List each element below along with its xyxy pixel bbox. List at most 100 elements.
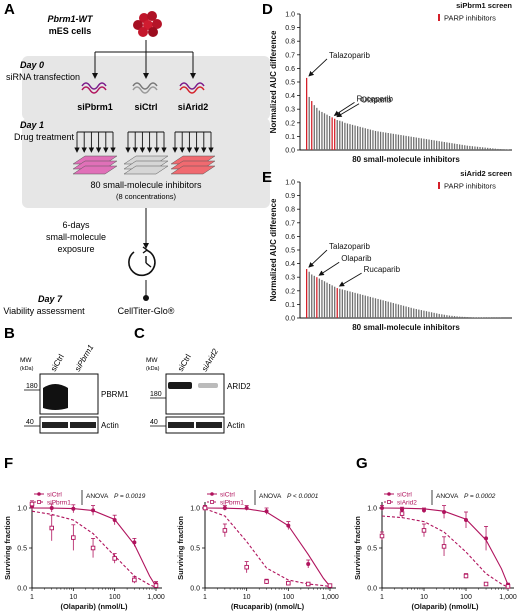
x-tick-label: 10 [420,594,428,601]
survival-chart-olaparib-pbrm1: 0.0 0.5 1.0 1 10 100 1,000 Surviving fraction (O… [3,490,165,611]
cell-line-label-1: Pbrm1-WT [48,14,95,24]
data-point [464,518,468,522]
legend-marker-2 [210,500,214,504]
bar [395,303,397,318]
bar [316,107,318,150]
y-axis-label: Normalized AUC difference [269,30,278,133]
chart-title: siPbrm1 screen [456,1,512,10]
annotation-arrow [308,58,328,77]
bar [451,143,453,150]
wb-b-marker-1: 180 [26,383,38,390]
y-tick-label: 1.0 [285,12,295,19]
bar [351,292,354,318]
fit-curve-siCtrl [381,507,509,586]
wb-c-blot-1 [165,373,225,415]
legend-label: PARP inhibitors [444,182,496,191]
bar [456,316,458,318]
y-tick-label: 1.0 [190,506,200,513]
bar [346,290,349,318]
exposure-line-1: 6-days [62,220,90,230]
bar [459,316,461,318]
bar [481,147,484,150]
bar [418,137,420,150]
y-tick-label: 0.1 [285,134,295,141]
bar [469,317,471,318]
wb-b-mw: MW [20,357,32,364]
si-label-pbrm1: siPbrm1 [77,102,113,112]
bar [487,147,489,150]
data-point [222,506,227,510]
bar [461,316,463,318]
y-tick-label: 0.9 [285,193,295,200]
data-point [305,581,311,587]
bar [425,311,428,318]
bar [443,141,445,150]
y-tick-label: 0.5 [285,248,295,255]
bar-parp [306,77,308,150]
data-point [306,562,311,566]
x-axis-label: (Rucaparib) (nmol/L) [231,602,305,611]
y-tick-label: 1.0 [17,506,27,513]
bar [369,296,372,318]
wb-b-lane-2: siPbrm1 [73,343,95,373]
bar [374,130,377,150]
bar [448,142,451,150]
fit-curve-siCtrl [204,507,331,587]
bar [499,149,502,150]
bar [359,294,361,318]
bar [492,148,494,150]
legend-label: PARP inhibitors [444,14,496,23]
y-tick-label: 0.6 [285,234,295,241]
bar [443,314,445,318]
bar [349,291,351,318]
day7-desc: Viability assessment [3,306,85,316]
y-tick-label: 0.7 [285,220,295,227]
bar [362,294,364,318]
x-tick-label: 10 [69,594,77,601]
data-point [244,564,249,570]
bar [367,128,369,150]
data-point [399,511,405,516]
bar [502,149,504,150]
data-point [49,506,54,510]
bar [390,302,392,318]
bar [397,304,400,318]
bar [405,135,407,150]
bar [415,137,417,150]
bar [446,315,448,318]
y-tick-label: 0.0 [285,148,295,155]
y-axis-label: Normalized AUC difference [269,198,278,301]
bar [334,286,336,318]
data-point [463,573,469,579]
y-tick-label: 0.5 [17,546,27,553]
bar [504,149,507,150]
y-tick-label: 0.3 [285,275,295,282]
wb-b-kda: (kDa) [20,366,34,372]
bar [379,299,382,318]
bar-parp [311,101,313,150]
panel-letter-a: A [4,1,15,18]
si-label-ctrl: siCtrl [134,102,157,112]
bar [438,313,440,318]
panel-letter-e: E [262,169,272,186]
clock-icon [128,246,156,277]
bar [464,316,466,318]
bar [413,137,415,150]
legend-label-1: siCtrl [220,492,235,499]
bar [484,147,486,150]
y-axis-label: Surviving fraction [176,516,185,580]
day0-label: Day 0 [20,60,44,70]
bar [346,123,349,150]
stat-label: ANOVA [259,493,282,500]
wb-b-band-3 [70,422,96,428]
bar [494,148,496,150]
bar [369,129,372,150]
bar [400,135,402,150]
panel-letter-f: F [4,455,13,472]
legend-marker-1 [37,492,41,496]
bar-parp [316,277,318,318]
data-point [484,536,489,541]
x-axis-label: 80 small-molecule inhibitors [352,155,460,164]
bar [359,126,361,150]
